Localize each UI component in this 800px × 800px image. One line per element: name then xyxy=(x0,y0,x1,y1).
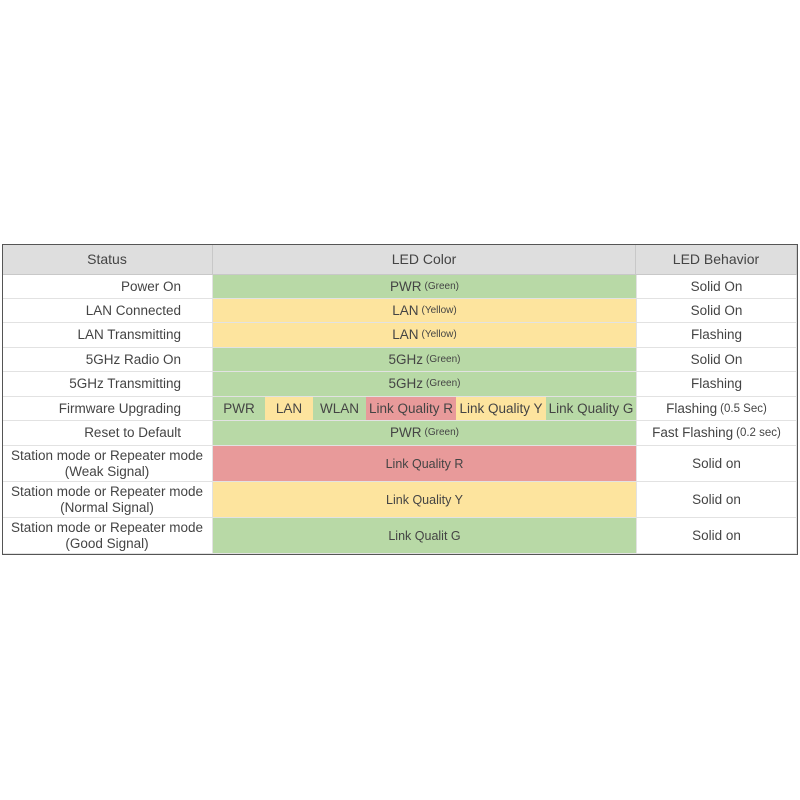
header-text: LED Color xyxy=(391,251,457,267)
status-text: Station mode or Repeater mode xyxy=(10,519,204,535)
status-cell: LAN Connected xyxy=(2,299,213,323)
led-text: PWR xyxy=(390,425,422,440)
led-cell: 5GHz (Green) xyxy=(213,348,636,372)
led-cell: PWR xyxy=(213,397,265,421)
led-text: 5GHz xyxy=(388,351,424,367)
led-note: (Green) xyxy=(424,280,459,292)
led-cell: LAN xyxy=(265,397,313,421)
behavior-text: Solid On xyxy=(690,278,743,294)
behavior-cell: Solid On xyxy=(636,348,797,372)
status-cell: 5GHz Radio On xyxy=(2,348,213,372)
led-cell: Link Quality Y xyxy=(213,482,636,518)
behavior-text: Solid on xyxy=(692,491,741,507)
status-text: Power On xyxy=(120,278,181,294)
led-note: (Green) xyxy=(426,353,461,365)
behavior-cell: Solid on xyxy=(636,446,797,482)
status-cell: Firmware Upgrading xyxy=(2,397,213,421)
led-cell: PWR (Green) xyxy=(213,275,636,299)
led-text: Link Quality G xyxy=(548,400,634,416)
led-cell: 5GHz (Green) xyxy=(213,372,636,397)
led-note: (Yellow) xyxy=(421,304,457,316)
led-note: (Yellow) xyxy=(421,329,457,340)
status-text: 5GHz Transmitting xyxy=(69,376,181,391)
behavior-note: (0.2 sec) xyxy=(736,427,781,439)
behavior-cell: Solid on xyxy=(636,518,797,554)
behavior-cell: Flashing (0.5 Sec) xyxy=(636,397,797,421)
led-cell: Link Quality R xyxy=(366,397,456,421)
status-text: Reset to Default xyxy=(84,425,181,440)
led-text: LAN xyxy=(392,327,419,342)
status-text: (Normal Signal) xyxy=(60,499,154,515)
led-cell: LAN (Yellow) xyxy=(213,323,636,348)
status-text: (Weak Signal) xyxy=(64,463,150,479)
status-cell: 5GHz Transmitting xyxy=(2,372,213,397)
header-cell: Status xyxy=(2,244,213,275)
led-cell: Link Qualit G xyxy=(213,518,636,554)
behavior-cell: Solid on xyxy=(636,482,797,518)
led-text: Link Quality R xyxy=(368,400,454,416)
led-text: LAN xyxy=(275,400,303,416)
led-text: WLAN xyxy=(319,400,359,416)
behavior-text: Flashing xyxy=(690,327,743,342)
behavior-text: Solid On xyxy=(690,351,743,367)
led-text: PWR xyxy=(390,278,422,294)
behavior-text: Fast Flashing xyxy=(652,425,734,440)
led-text: PWR xyxy=(223,400,255,416)
status-cell: Station mode or Repeater mode (Weak Signa… xyxy=(2,446,213,482)
behavior-text: Flashing xyxy=(690,376,743,391)
led-note: (Green) xyxy=(424,427,459,438)
behavior-text: Solid on xyxy=(692,527,741,543)
behavior-cell: Flashing xyxy=(636,323,797,348)
behavior-cell: Flashing xyxy=(636,372,797,397)
led-cell: Link Quality Y xyxy=(456,397,546,421)
status-text: Station mode or Repeater mode xyxy=(10,483,204,499)
status-text: Station mode or Repeater mode xyxy=(10,447,204,463)
led-cell: Link Quality G xyxy=(546,397,636,421)
led-cell: PWR (Green) xyxy=(213,421,636,446)
header-text: Status xyxy=(87,251,127,267)
status-cell: LAN Transmitting xyxy=(2,323,213,348)
status-text: 5GHz Radio On xyxy=(85,351,181,367)
led-cell: Link Quality R xyxy=(213,446,636,482)
led-text: Link Quality Y xyxy=(459,400,543,416)
behavior-cell: Fast Flashing (0.2 sec) xyxy=(636,421,797,446)
status-text: (Good Signal) xyxy=(65,535,149,551)
status-cell: Reset to Default xyxy=(2,421,213,446)
behavior-text: Solid On xyxy=(690,302,743,318)
behavior-note: (0.5 Sec) xyxy=(720,402,767,415)
status-cell: Station mode or Repeater mode (Normal Sig… xyxy=(2,482,213,518)
led-cell: LAN (Yellow) xyxy=(213,299,636,323)
status-text: LAN Transmitting xyxy=(77,327,181,342)
behavior-cell: Solid On xyxy=(636,299,797,323)
status-text: LAN Connected xyxy=(85,302,181,318)
header-cell: LED Color xyxy=(213,244,636,275)
behavior-cell: Solid On xyxy=(636,275,797,299)
status-cell: Station mode or Repeater mode (Good Signa… xyxy=(2,518,213,554)
header-text: LED Behavior xyxy=(672,251,760,267)
behavior-text: Flashing xyxy=(666,400,718,416)
status-text: Firmware Upgrading xyxy=(58,400,181,416)
led-text: 5GHz xyxy=(388,376,424,391)
led-note: (Green) xyxy=(426,378,461,389)
header-cell: LED Behavior xyxy=(636,244,797,275)
led-cell: WLAN xyxy=(313,397,366,421)
behavior-text: Solid on xyxy=(692,455,741,471)
status-cell: Power On xyxy=(2,275,213,299)
led-text: Link Qualit G xyxy=(388,528,461,543)
led-text: Link Quality R xyxy=(385,456,464,471)
led-text: LAN xyxy=(392,302,419,318)
led-text: Link Quality Y xyxy=(386,492,463,507)
